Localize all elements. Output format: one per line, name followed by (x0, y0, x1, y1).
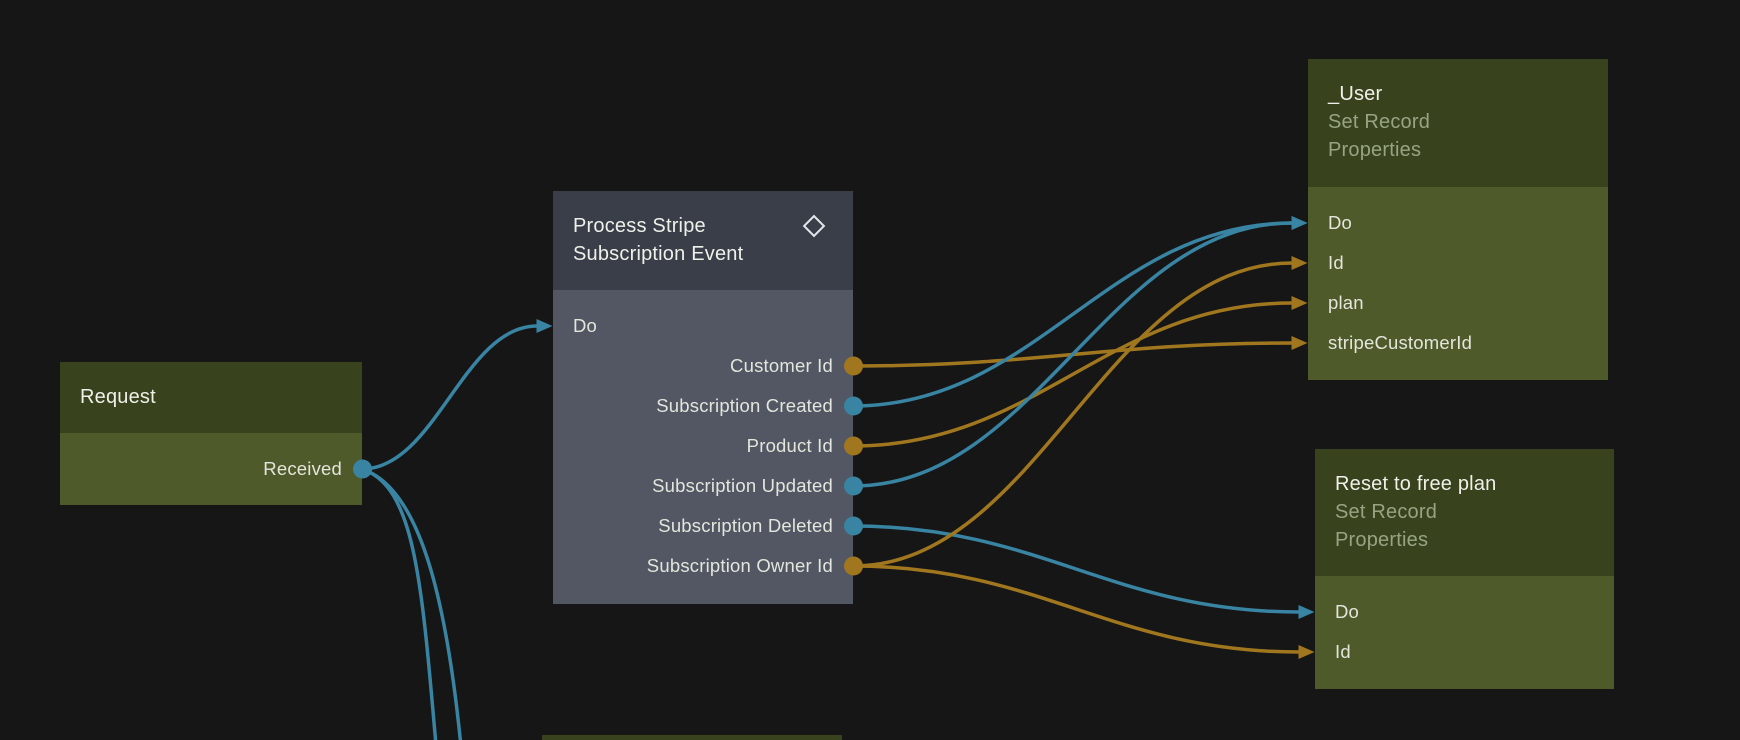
port-label: Subscription Updated (652, 475, 833, 496)
node-header[interactable]: _User Set Record Properties (1308, 59, 1608, 187)
connection-edge[interactable] (851, 256, 1308, 568)
node-port-list: Do Id (1315, 576, 1614, 689)
input-port-do[interactable]: Do (1308, 203, 1608, 243)
node-user[interactable]: _User Set Record Properties Do Id plan stripe… (1308, 59, 1608, 380)
output-port-connector[interactable] (844, 556, 863, 576)
output-port-subscription-owner-id[interactable]: Subscription Owner Id (553, 546, 863, 586)
port-label: Id (1335, 641, 1351, 662)
output-port-subscription-updated[interactable]: Subscription Updated (553, 466, 863, 506)
port-label: Received (263, 458, 342, 479)
node-subtitle: Set Record Properties (1335, 501, 1438, 551)
output-port-connector[interactable] (353, 459, 372, 479)
node-process[interactable]: Process Stripe Subscription Event Do Custo… (553, 191, 863, 604)
node-title: Request (80, 386, 156, 408)
output-port-subscription-created[interactable]: Subscription Created (553, 386, 863, 426)
port-label: Do (1328, 212, 1353, 233)
port-label: plan (1328, 292, 1364, 313)
node-title: Reset to free plan (1335, 473, 1497, 495)
output-port-connector[interactable] (844, 396, 863, 416)
input-port-do[interactable]: Do (1315, 592, 1614, 632)
node-header[interactable] (542, 735, 842, 740)
connection-edge[interactable] (360, 467, 463, 740)
output-port-product-id[interactable]: Product Id (553, 426, 863, 466)
connection-edge[interactable] (851, 296, 1308, 448)
node-header[interactable]: Process Stripe Subscription Event (553, 191, 853, 290)
port-label: Id (1328, 252, 1344, 273)
output-port-connector[interactable] (844, 516, 863, 536)
output-port-subscription-deleted[interactable]: Subscription Deleted (553, 506, 863, 546)
node-port-list: Received (60, 433, 372, 505)
connection-edge[interactable] (851, 216, 1308, 488)
output-port-connector[interactable] (844, 436, 863, 456)
node-header[interactable]: Request (60, 362, 362, 433)
connection-edge[interactable] (851, 524, 1315, 619)
input-port-id[interactable]: Id (1315, 632, 1614, 672)
output-port-connector[interactable] (844, 356, 863, 376)
component-diamond-icon (802, 214, 826, 238)
port-label: Subscription Deleted (658, 515, 833, 536)
port-label: Subscription Created (656, 395, 833, 416)
input-port-plan[interactable]: plan (1308, 283, 1608, 323)
node-request[interactable]: Request Received (60, 362, 372, 505)
output-port-received[interactable]: Received (60, 449, 372, 489)
port-label: Customer Id (730, 355, 833, 376)
port-label: Product Id (746, 435, 833, 456)
connection-edge[interactable] (360, 467, 438, 740)
node-header[interactable]: Reset to free plan Set Record Properties (1315, 449, 1614, 576)
node-reset[interactable]: Reset to free plan Set Record Properties D… (1315, 449, 1614, 689)
node-partial[interactable] (542, 735, 842, 740)
input-port-stripecustomerid[interactable]: stripeCustomerId (1308, 323, 1608, 363)
port-label: stripeCustomerId (1328, 332, 1473, 353)
port-label: Do (573, 315, 598, 336)
connection-edge[interactable] (851, 564, 1315, 659)
node-port-list: Do Id plan stripeCustomerId (1308, 187, 1608, 380)
node-subtitle: Set Record Properties (1328, 111, 1431, 161)
node-port-list: Do Customer Id Subscription Created Product… (553, 290, 863, 604)
port-label: Subscription Owner Id (646, 555, 833, 576)
port-label: Do (1335, 601, 1360, 622)
output-port-connector[interactable] (844, 476, 863, 496)
input-port-do[interactable]: Do (553, 306, 853, 346)
node-title: _User (1328, 83, 1383, 105)
connection-edge[interactable] (360, 319, 553, 471)
output-port-customer-id[interactable]: Customer Id (553, 346, 863, 386)
connection-edge[interactable] (851, 216, 1308, 408)
node-title: Process Stripe Subscription Event (573, 215, 744, 265)
input-port-id[interactable]: Id (1308, 243, 1608, 283)
